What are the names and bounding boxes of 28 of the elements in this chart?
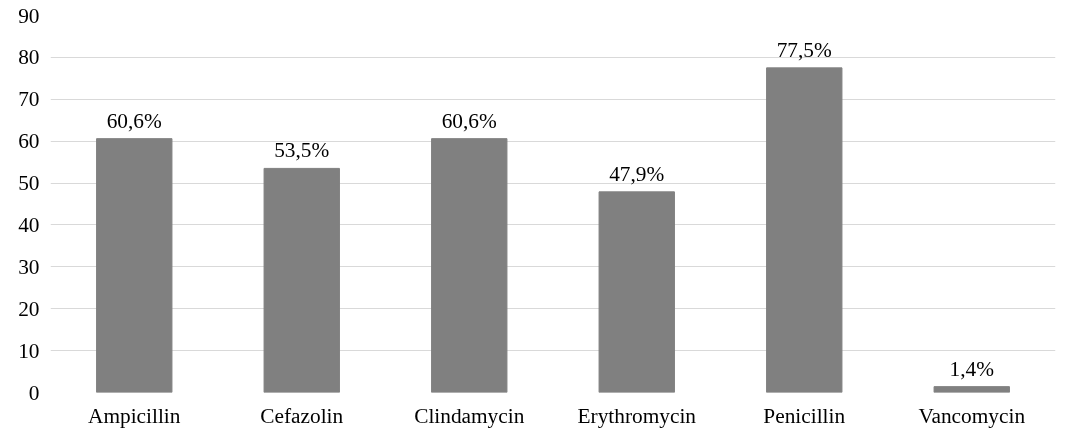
y-tick-label: 0 (28, 380, 40, 405)
bar (263, 167, 340, 393)
y-tick-label: 30 (18, 254, 40, 279)
bar (96, 138, 173, 393)
bar (598, 191, 675, 393)
y-tick-label: 40 (18, 212, 40, 237)
data-label: 77,5% (776, 37, 833, 62)
x-tick-label: Vancomycin (918, 403, 1026, 428)
bar (431, 138, 508, 393)
data-label: 53,5% (274, 138, 330, 163)
x-tick-label: Clindamycin (414, 403, 525, 428)
y-tick-label: 50 (18, 171, 40, 196)
y-tick-label: 20 (18, 296, 40, 321)
bar (933, 386, 1010, 393)
y-tick-label: 60 (18, 129, 40, 154)
data-label: 60,6% (441, 108, 498, 133)
bar (766, 67, 843, 393)
y-tick-label: 90 (18, 3, 40, 28)
data-label: 1,4% (949, 356, 995, 381)
x-tick-label: Cefazolin (260, 403, 344, 428)
y-tick-label: 70 (18, 87, 40, 112)
data-label: 60,6% (106, 108, 163, 133)
data-label: 47,9% (609, 161, 665, 186)
x-tick-label: Penicillin (763, 403, 846, 428)
x-tick-label: Erythromycin (577, 403, 697, 428)
y-tick-label: 10 (18, 338, 40, 363)
y-tick-label: 80 (18, 45, 40, 70)
x-tick-label: Ampicillin (88, 403, 181, 428)
